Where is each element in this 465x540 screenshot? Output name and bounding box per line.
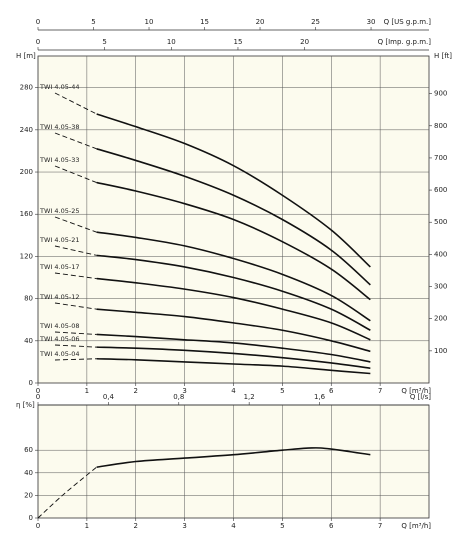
top-axis-label: Q [l/s] — [410, 393, 431, 401]
x-tick-label: 0 — [36, 387, 40, 395]
y-tick-label: 160 — [20, 210, 33, 218]
top-tick-label: 1,2 — [244, 393, 255, 401]
top-tick-label: 10 — [167, 38, 176, 46]
top-tick-label: 15 — [200, 18, 209, 26]
connector — [54, 245, 97, 256]
y-axis-label: η [%] — [16, 401, 35, 409]
y-tick-label: 240 — [20, 126, 33, 134]
x-tick-label: 2 — [134, 387, 138, 395]
curve — [96, 231, 371, 322]
curve — [96, 333, 371, 363]
curve — [96, 148, 371, 286]
curve — [96, 346, 371, 370]
curve-label: TWI 4.05-38 — [39, 123, 79, 131]
top-tick-label: 0,4 — [103, 393, 115, 401]
x-axis-label: Q [m³/h] — [401, 387, 431, 395]
connector — [54, 272, 97, 280]
curve-label: TWI 4.05-06 — [39, 335, 79, 343]
top-tick-label: 20 — [256, 18, 265, 26]
curve-label: TWI 4.05-04 — [39, 350, 79, 358]
x-tick-label: 1 — [85, 387, 89, 395]
top-tick-label: 1,6 — [314, 393, 326, 401]
x-tick-label: 0 — [36, 522, 40, 530]
y-tick-label: 200 — [20, 168, 33, 176]
curve — [37, 466, 97, 519]
top-axis-label: Q [US g.p.m.] — [384, 18, 432, 26]
x-tick-label: 4 — [231, 387, 236, 395]
y2-tick-label: 100 — [434, 347, 447, 355]
curve — [96, 308, 371, 353]
y-tick-label: 120 — [20, 252, 33, 260]
connector — [54, 344, 97, 348]
connector — [54, 302, 97, 310]
y2-axis-label: H [ft] — [434, 52, 452, 60]
connector — [54, 331, 97, 335]
y-tick-label: 0 — [29, 379, 33, 387]
x-tick-label: 5 — [280, 522, 284, 530]
curve — [96, 277, 371, 341]
y-tick-label: 80 — [24, 295, 33, 303]
curve-label: TWI 4.05-21 — [39, 236, 79, 244]
y2-tick-label: 800 — [434, 122, 447, 130]
y-axis-label: H [m] — [16, 52, 36, 60]
curve-label: TWI 4.05-12 — [39, 293, 79, 301]
top-tick-label: 25 — [311, 18, 320, 26]
x-tick-label: 7 — [378, 387, 382, 395]
y-tick-label: 40 — [24, 469, 33, 477]
curve — [96, 254, 371, 331]
y2-tick-label: 200 — [434, 315, 447, 323]
connector — [54, 216, 97, 233]
curve — [96, 113, 371, 268]
curve — [96, 181, 371, 301]
top-tick-label: 30 — [367, 18, 376, 26]
x-tick-label: 6 — [329, 387, 334, 395]
curve-label: TWI 4.05-08 — [39, 322, 79, 330]
connector — [54, 358, 97, 361]
x-axis-label: Q [m³/h] — [401, 522, 431, 530]
x-tick-label: 3 — [182, 387, 186, 395]
top-tick-label: 20 — [300, 38, 309, 46]
top-tick-label: 10 — [145, 18, 154, 26]
curve-label: TWI 4.05-25 — [39, 207, 79, 215]
y2-tick-label: 300 — [434, 283, 447, 291]
top-tick-label: 15 — [234, 38, 243, 46]
y-tick-label: 0 — [29, 514, 33, 522]
curve-label: TWI 4.05-44 — [39, 83, 79, 91]
y2-tick-label: 400 — [434, 250, 447, 258]
top-tick-label: 5 — [91, 18, 95, 26]
y2-tick-label: 500 — [434, 218, 447, 226]
curve — [96, 357, 371, 375]
y-tick-label: 40 — [24, 337, 33, 345]
curve — [96, 447, 371, 468]
curve-label: TWI 4.05-33 — [39, 156, 79, 164]
x-tick-label: 2 — [134, 522, 138, 530]
x-tick-label: 3 — [182, 522, 186, 530]
y2-tick-label: 900 — [434, 90, 447, 98]
top-tick-label: 0 — [36, 18, 40, 26]
y2-tick-label: 700 — [434, 154, 447, 162]
x-tick-label: 7 — [378, 522, 382, 530]
top-tick-label: 0 — [36, 38, 40, 46]
y2-tick-label: 600 — [434, 186, 447, 194]
top-tick-label: 0 — [36, 393, 40, 401]
x-tick-label: 5 — [280, 387, 284, 395]
x-tick-label: 6 — [329, 522, 334, 530]
x-tick-label: 1 — [85, 522, 89, 530]
y-tick-label: 60 — [24, 446, 33, 454]
y-tick-label: 20 — [24, 491, 33, 499]
y-tick-label: 280 — [20, 84, 33, 92]
x-tick-label: 4 — [231, 522, 236, 530]
curve-label: TWI 4.05-17 — [39, 263, 79, 271]
top-axis-label: Q [Imp. g.p.m.] — [378, 38, 432, 46]
top-tick-label: 5 — [102, 38, 106, 46]
top-tick-label: 0,8 — [173, 393, 184, 401]
